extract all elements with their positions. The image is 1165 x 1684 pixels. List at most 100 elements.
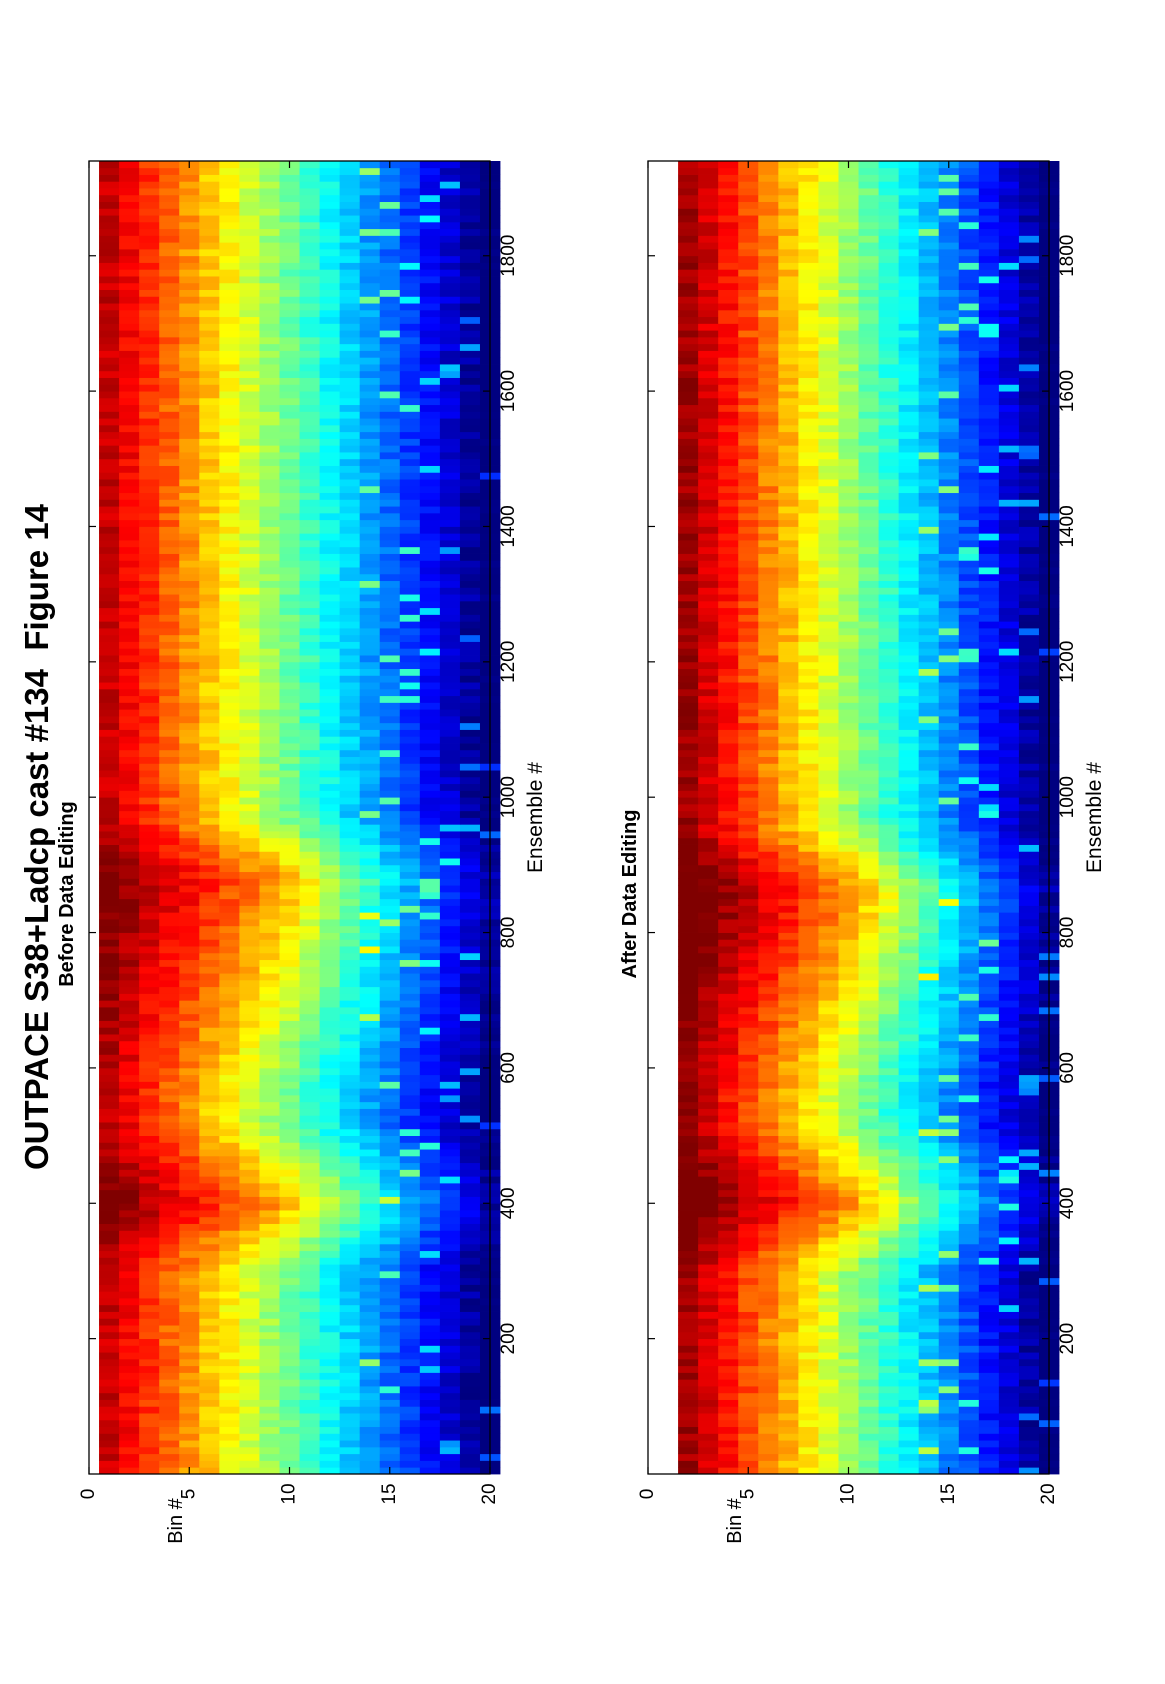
heatmap-cell — [239, 1467, 259, 1474]
heatmap-cell — [219, 526, 239, 533]
heatmap-cell — [738, 1298, 758, 1305]
heatmap-cell — [300, 939, 320, 946]
heatmap-cell — [698, 1136, 718, 1143]
heatmap-cell — [199, 1359, 219, 1366]
heatmap-cell — [360, 1217, 380, 1224]
heatmap-cell — [420, 384, 440, 391]
heatmap-cell — [919, 1440, 939, 1447]
heatmap-cell — [99, 391, 119, 398]
heatmap-cell — [718, 1257, 738, 1264]
heatmap-cell — [219, 188, 239, 195]
heatmap-cell — [360, 1251, 380, 1258]
heatmap-cell — [279, 1169, 299, 1176]
heatmap-cell — [279, 472, 299, 479]
heatmap-cell — [320, 587, 340, 594]
heatmap-cell — [139, 1318, 159, 1325]
heatmap-cell — [179, 1142, 199, 1149]
heatmap-cell — [99, 878, 119, 885]
heatmap-cell — [738, 1190, 758, 1197]
heatmap-cell — [279, 797, 299, 804]
heatmap-cell — [279, 865, 299, 872]
heatmap-cell — [380, 378, 400, 385]
heatmap-cell — [320, 838, 340, 845]
heatmap-cell — [360, 865, 380, 872]
heatmap-cell — [420, 960, 440, 967]
heatmap-cell — [119, 195, 139, 202]
heatmap-cell — [119, 635, 139, 642]
heatmap-cell — [179, 391, 199, 398]
heatmap-cell — [259, 1440, 279, 1447]
heatmap-cell — [440, 364, 460, 371]
heatmap-cell — [199, 418, 219, 425]
heatmap-cell — [340, 601, 360, 608]
heatmap-cell — [300, 608, 320, 615]
heatmap-cell — [279, 1251, 299, 1258]
heatmap-cell — [818, 1372, 838, 1379]
heatmap-cell — [440, 1000, 460, 1007]
heatmap-cell — [139, 472, 159, 479]
heatmap-cell — [179, 1345, 199, 1352]
heatmap-cell — [859, 1163, 879, 1170]
heatmap-cell — [219, 1021, 239, 1028]
heatmap-cell — [259, 892, 279, 899]
heatmap-cell — [400, 1271, 420, 1278]
heatmap-cell — [159, 885, 179, 892]
heatmap-cell — [139, 628, 159, 635]
heatmap-cell — [440, 919, 460, 926]
heatmap-cell — [139, 547, 159, 554]
heatmap-cell — [300, 831, 320, 838]
heatmap-cell — [380, 466, 400, 473]
heatmap-cell — [159, 1027, 179, 1034]
heatmap-cell — [380, 1068, 400, 1075]
heatmap-cell — [400, 574, 420, 581]
heatmap-cell — [400, 1048, 420, 1055]
heatmap-cell — [360, 1359, 380, 1366]
heatmap-cell — [199, 655, 219, 662]
heatmap-cell — [259, 1088, 279, 1095]
heatmap-cell — [219, 323, 239, 330]
heatmap-cell — [440, 1183, 460, 1190]
heatmap-cell — [279, 635, 299, 642]
heatmap-cell — [179, 790, 199, 797]
heatmap-cell — [279, 1393, 299, 1400]
heatmap-cell — [678, 1122, 698, 1129]
heatmap-cell — [1019, 1257, 1039, 1264]
heatmap-cell — [400, 966, 420, 973]
heatmap-cell — [460, 1109, 480, 1116]
heatmap-cell — [159, 323, 179, 330]
heatmap-cell — [838, 1298, 858, 1305]
heatmap-cell — [239, 1021, 259, 1028]
heatmap-cell — [400, 175, 420, 182]
heatmap-cell — [360, 845, 380, 852]
heatmap-cell — [259, 662, 279, 669]
heatmap-cell — [99, 655, 119, 662]
heatmap-cell — [119, 899, 139, 906]
heatmap-cell — [179, 1237, 199, 1244]
heatmap-cell — [219, 310, 239, 317]
heatmap-cell — [859, 1366, 879, 1373]
heatmap-cell — [400, 1014, 420, 1021]
heatmap-cell — [99, 1386, 119, 1393]
heatmap-cell — [778, 1406, 798, 1413]
heatmap-cell — [239, 1264, 259, 1271]
heatmap-cell — [159, 912, 179, 919]
heatmap-cell — [400, 784, 420, 791]
heatmap-cell — [259, 878, 279, 885]
heatmap-cell — [179, 405, 199, 412]
heatmap-cell — [879, 1203, 899, 1210]
heatmap-cell — [259, 1014, 279, 1021]
heatmap-cell — [179, 811, 199, 818]
heatmap-cell — [939, 1372, 959, 1379]
heatmap-cell — [239, 642, 259, 649]
heatmap-cell — [99, 317, 119, 324]
heatmap-cell — [279, 445, 299, 452]
heatmap-cell — [239, 865, 259, 872]
heatmap-cell — [259, 310, 279, 317]
heatmap-cell — [239, 1068, 259, 1075]
heatmap-cell — [400, 283, 420, 290]
heatmap-cell — [199, 323, 219, 330]
heatmap-cell — [698, 1271, 718, 1278]
heatmap-cell — [239, 493, 259, 500]
heatmap-cell — [460, 533, 480, 540]
heatmap-cell — [979, 1305, 999, 1312]
